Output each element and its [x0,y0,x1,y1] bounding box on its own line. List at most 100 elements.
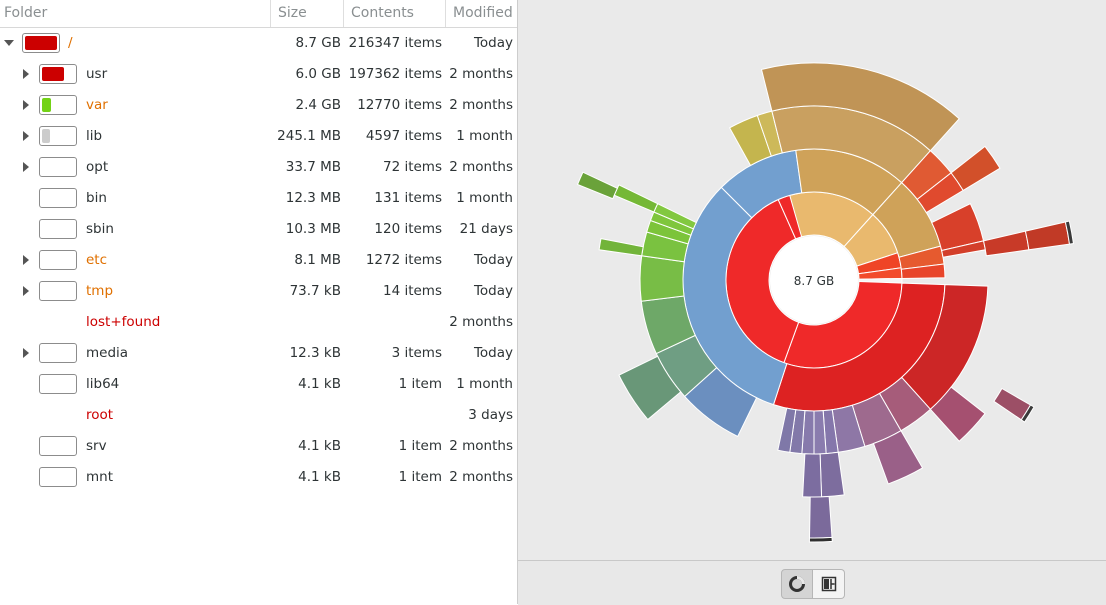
folder-contents: 3 items [391,345,442,361]
chart-panel: 8.7 GB [517,0,1106,605]
folder-size: 73.7 kB [289,283,341,299]
ring-segment[interactable] [872,430,924,485]
expander-closed-icon[interactable] [23,348,29,358]
folder-row[interactable]: media 12.3 kB 3 items Today [0,338,517,369]
ring-segment[interactable] [760,62,960,152]
folder-row[interactable]: mnt 4.1 kB 1 item 2 months [0,462,517,493]
usage-bar [39,64,77,84]
usage-bar [39,188,77,208]
folder-row[interactable]: lost+found 2 months [0,307,517,338]
expander-closed-icon[interactable] [23,69,29,79]
usage-bar [39,157,77,177]
ring-segment[interactable] [900,263,946,279]
folder-size: 12.3 MB [285,190,341,206]
folder-size: 2.4 GB [295,97,341,113]
folder-name: sbin [86,221,114,237]
usage-bar [39,467,77,487]
folder-size: 10.3 MB [285,221,341,237]
folder-row[interactable]: sbin 10.3 MB 120 items 21 days [0,214,517,245]
folder-contents: 216347 items [348,35,442,51]
folder-name: media [86,345,129,361]
folder-modified: 1 month [456,128,513,144]
folder-name: root [86,407,114,423]
expander-closed-icon[interactable] [23,286,29,296]
folder-name: lib64 [86,376,120,392]
ring-segment[interactable] [929,386,986,442]
ring-segment[interactable] [802,453,823,498]
header-size[interactable]: Size [270,0,348,27]
ring-segment[interactable] [576,171,618,200]
ring-segment[interactable] [982,230,1030,257]
folder-row[interactable]: usr 6.0 GB 197362 items 2 months [0,59,517,90]
folder-name: usr [86,66,108,82]
folder-modified: 2 months [449,469,513,485]
folder-contents: 12770 items [357,97,442,113]
folder-row[interactable]: lib 245.1 MB 4597 items 1 month [0,121,517,152]
chart-center[interactable] [770,236,858,324]
header-contents[interactable]: Contents [343,0,446,27]
folder-name: var [86,97,108,113]
folder-contents: 1272 items [365,252,442,268]
folder-row[interactable]: var 2.4 GB 12770 items 2 months [0,90,517,121]
ring-segment[interactable] [639,255,685,302]
folder-name: lost+found [86,314,161,330]
expander-open-icon[interactable] [4,40,14,46]
folder-modified: 2 months [449,66,513,82]
ring-segment[interactable] [618,355,682,421]
ring-segment[interactable] [950,145,1001,192]
ring-segment[interactable] [777,407,797,453]
folder-row[interactable]: tmp 73.7 kB 14 items Today [0,276,517,307]
folder-modified: Today [473,252,513,268]
expander-closed-icon[interactable] [23,100,29,110]
rings-chart-icon [789,576,805,592]
ring-segment[interactable] [598,238,644,257]
ring-segment[interactable] [1064,220,1075,245]
folder-modified: 21 days [459,221,513,237]
treemap-chart-button[interactable] [813,569,845,599]
folder-modified: 2 months [449,314,513,330]
usage-bar [39,436,77,456]
folder-modified: 2 months [449,438,513,454]
folder-modified: Today [473,283,513,299]
ring-segment[interactable] [1020,404,1035,423]
folder-row[interactable]: opt 33.7 MB 72 items 2 months [0,152,517,183]
ring-segment[interactable] [819,451,845,498]
folder-contents: 197362 items [348,66,442,82]
folder-row[interactable]: etc 8.1 MB 1272 items Today [0,245,517,276]
expander-closed-icon[interactable] [23,255,29,265]
folder-name: mnt [86,469,113,485]
folder-contents: 1 item [398,376,442,392]
usage-bar-fill [42,129,50,143]
folder-modified: 3 days [468,407,513,423]
usage-bar-fill [25,36,57,50]
usage-bar [39,343,77,363]
folder-row[interactable]: / 8.7 GB 216347 items Today [0,28,517,59]
header-modified[interactable]: Modified [445,0,521,27]
usage-bar [39,95,77,115]
ring-segment[interactable] [858,277,903,284]
folder-contents: 131 items [374,190,442,206]
folder-size: 33.7 MB [285,159,341,175]
folder-name: bin [86,190,107,206]
rings-chart-button[interactable] [781,569,813,599]
folder-row[interactable]: srv 4.1 kB 1 item 2 months [0,431,517,462]
ring-segment[interactable] [1024,221,1071,251]
rings-chart[interactable]: 8.7 GB [518,0,1106,560]
usage-bar-fill [42,98,51,112]
folder-modified: Today [473,35,513,51]
usage-bar [39,126,77,146]
folder-size: 6.0 GB [295,66,341,82]
ring-segment[interactable] [808,495,833,539]
ring-segment[interactable] [613,184,659,213]
folder-row[interactable]: root 3 days [0,400,517,431]
folder-size: 8.7 GB [295,35,341,51]
folder-row[interactable]: bin 12.3 MB 131 items 1 month [0,183,517,214]
expander-closed-icon[interactable] [23,131,29,141]
folder-row[interactable]: lib64 4.1 kB 1 item 1 month [0,369,517,400]
header-folder[interactable]: Folder [4,5,48,21]
expander-closed-icon[interactable] [23,162,29,172]
folder-size: 8.1 MB [294,252,341,268]
folder-modified: Today [473,345,513,361]
ring-segment[interactable] [808,536,833,543]
folder-modified: 1 month [456,376,513,392]
